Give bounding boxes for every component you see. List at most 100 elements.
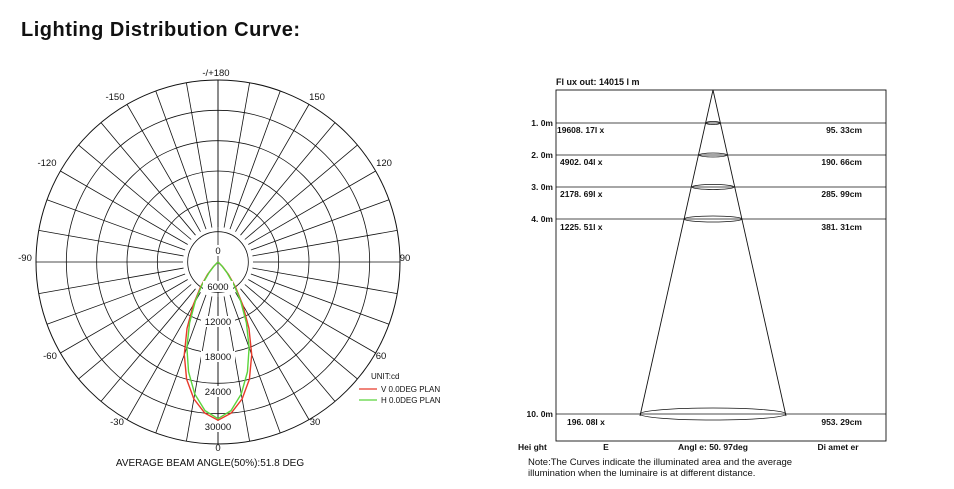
grid-spoke	[78, 284, 192, 380]
grid-spoke	[186, 82, 213, 228]
grid-spoke	[252, 230, 398, 257]
cone-right-edge	[712, 89, 787, 417]
grid-spoke	[78, 144, 192, 240]
cone-diagram: Fl ux out: 14015 l m 1. 0m 19608. 17l x …	[518, 77, 887, 479]
grid-spoke	[100, 288, 196, 402]
grid-spoke	[248, 170, 376, 245]
beam-angle-caption: AVERAGE BEAM ANGLE(50%):51.8 DEG	[116, 458, 304, 469]
grid-spoke	[235, 104, 310, 232]
radial-label-bg	[201, 316, 235, 327]
row-height: 3. 0m	[531, 182, 553, 192]
angle-label-minus90: -90	[18, 253, 32, 264]
radial-label-bg	[212, 245, 224, 256]
angle-label-90: 90	[400, 253, 411, 264]
row-height: 2. 0m	[531, 150, 553, 160]
note-line-2: illumination when the luminaire is at di…	[528, 468, 755, 479]
grid-spoke	[250, 273, 390, 325]
row-lux: 2178. 69l x	[560, 189, 603, 199]
row-height: 4. 0m	[531, 214, 553, 224]
grid-spoke	[229, 90, 281, 230]
beam-ellipse	[683, 215, 743, 223]
angle-label-minus30: -30	[110, 417, 124, 428]
row-diameter: 190. 66cm	[821, 157, 862, 167]
row-lux: 4902. 04l x	[560, 157, 603, 167]
angle-label-bottom: 0	[215, 443, 220, 454]
radial-label-bg	[201, 421, 235, 432]
row-lux: 1225. 51l x	[560, 222, 603, 232]
radial-label-bg	[201, 351, 235, 362]
grid-spoke	[240, 288, 336, 402]
curve-series-h	[186, 261, 250, 420]
angle-label-60: 60	[376, 351, 387, 362]
grid-spoke	[155, 90, 207, 230]
grid-spoke	[126, 292, 201, 420]
row-lux: 19608. 17l x	[557, 125, 605, 135]
row-diameter: 285. 99cm	[821, 189, 862, 199]
polar-curves	[183, 261, 253, 422]
row-diameter: 381. 31cm	[821, 222, 862, 232]
flux-output: Fl ux out: 14015 l m	[556, 77, 640, 87]
note-line-1: Note:The Curves indicate the illuminated…	[528, 457, 792, 468]
grid-spoke	[126, 104, 201, 232]
polar-diagram: -/+180 0 -150 -120 -90 -60 -30 150 120 9…	[18, 68, 441, 469]
grid-spoke	[60, 170, 188, 245]
radial-label: 12000	[205, 317, 231, 328]
grid-spoke	[46, 273, 186, 325]
radial-label: 18000	[205, 352, 231, 363]
distance-row: 1. 0m 19608. 17l x 95. 33cm	[531, 118, 886, 135]
angle-label-minus150: -150	[105, 92, 124, 103]
grid-spoke	[244, 284, 358, 380]
grid-spoke	[46, 199, 186, 251]
legend-label-h: H 0.0DEG PLAN	[381, 396, 441, 405]
row-lux: 196. 08l x	[567, 417, 605, 427]
angle-label-minus60: -60	[43, 351, 57, 362]
footer-e: E	[603, 442, 609, 452]
radial-label: 30000	[205, 422, 231, 433]
cone-left-edge	[639, 89, 714, 417]
grid-spoke	[38, 267, 184, 294]
grid-spoke	[155, 294, 207, 434]
distance-row: 4. 0m 1225. 51l x 381. 31cm	[531, 214, 886, 232]
unit-label: UNIT:cd	[371, 372, 399, 381]
radial-label: 6000	[207, 282, 228, 293]
legend: UNIT:cd V 0.0DEG PLAN H 0.0DEG PLAN	[359, 372, 441, 405]
grid-spoke	[60, 279, 188, 354]
grid-spoke	[223, 82, 250, 228]
grid-spoke	[250, 199, 390, 251]
grid-spoke	[248, 279, 376, 354]
angle-label-150: 150	[309, 92, 325, 103]
distance-row: 10. 0m 196. 08l x 953. 29cm	[527, 407, 886, 427]
polar-grid	[35, 79, 401, 445]
distance-row: 3. 0m 2178. 69l x 285. 99cm	[531, 182, 886, 199]
angle-label-minus120: -120	[37, 158, 56, 169]
beam-ellipse	[705, 121, 721, 125]
beam-ellipse	[639, 407, 787, 421]
radial-tick-labels: 0 6000 12000 18000 24000 30000	[201, 245, 235, 433]
angle-label-120: 120	[376, 158, 392, 169]
beam-ellipse	[698, 152, 728, 158]
cone-frame	[555, 89, 887, 442]
page-title: Lighting Distribution Curve:	[21, 19, 301, 41]
row-diameter: 95. 33cm	[826, 125, 862, 135]
grid-spoke	[38, 230, 184, 257]
grid-spoke	[240, 122, 336, 236]
grid-spoke	[100, 122, 196, 236]
angle-label-30: 30	[310, 417, 321, 428]
row-height: 10. 0m	[527, 409, 554, 419]
radial-label: 24000	[205, 387, 231, 398]
grid-spoke	[252, 267, 398, 294]
legend-label-v: V 0.0DEG PLAN	[381, 385, 440, 394]
grid-spoke	[244, 144, 358, 240]
row-diameter: 953. 29cm	[821, 417, 862, 427]
row-height: 1. 0m	[531, 118, 553, 128]
grid-spoke	[235, 292, 310, 420]
beam-ellipse	[691, 184, 735, 190]
radial-label-bg	[201, 386, 235, 397]
footer-height: Hei ght	[518, 442, 547, 452]
radial-label-bg	[203, 281, 233, 292]
angle-label-top: -/+180	[202, 68, 229, 79]
grid-spoke	[229, 294, 281, 434]
footer-angle: Angl e: 50. 97deg	[678, 442, 748, 452]
radial-label: 0	[215, 246, 220, 257]
